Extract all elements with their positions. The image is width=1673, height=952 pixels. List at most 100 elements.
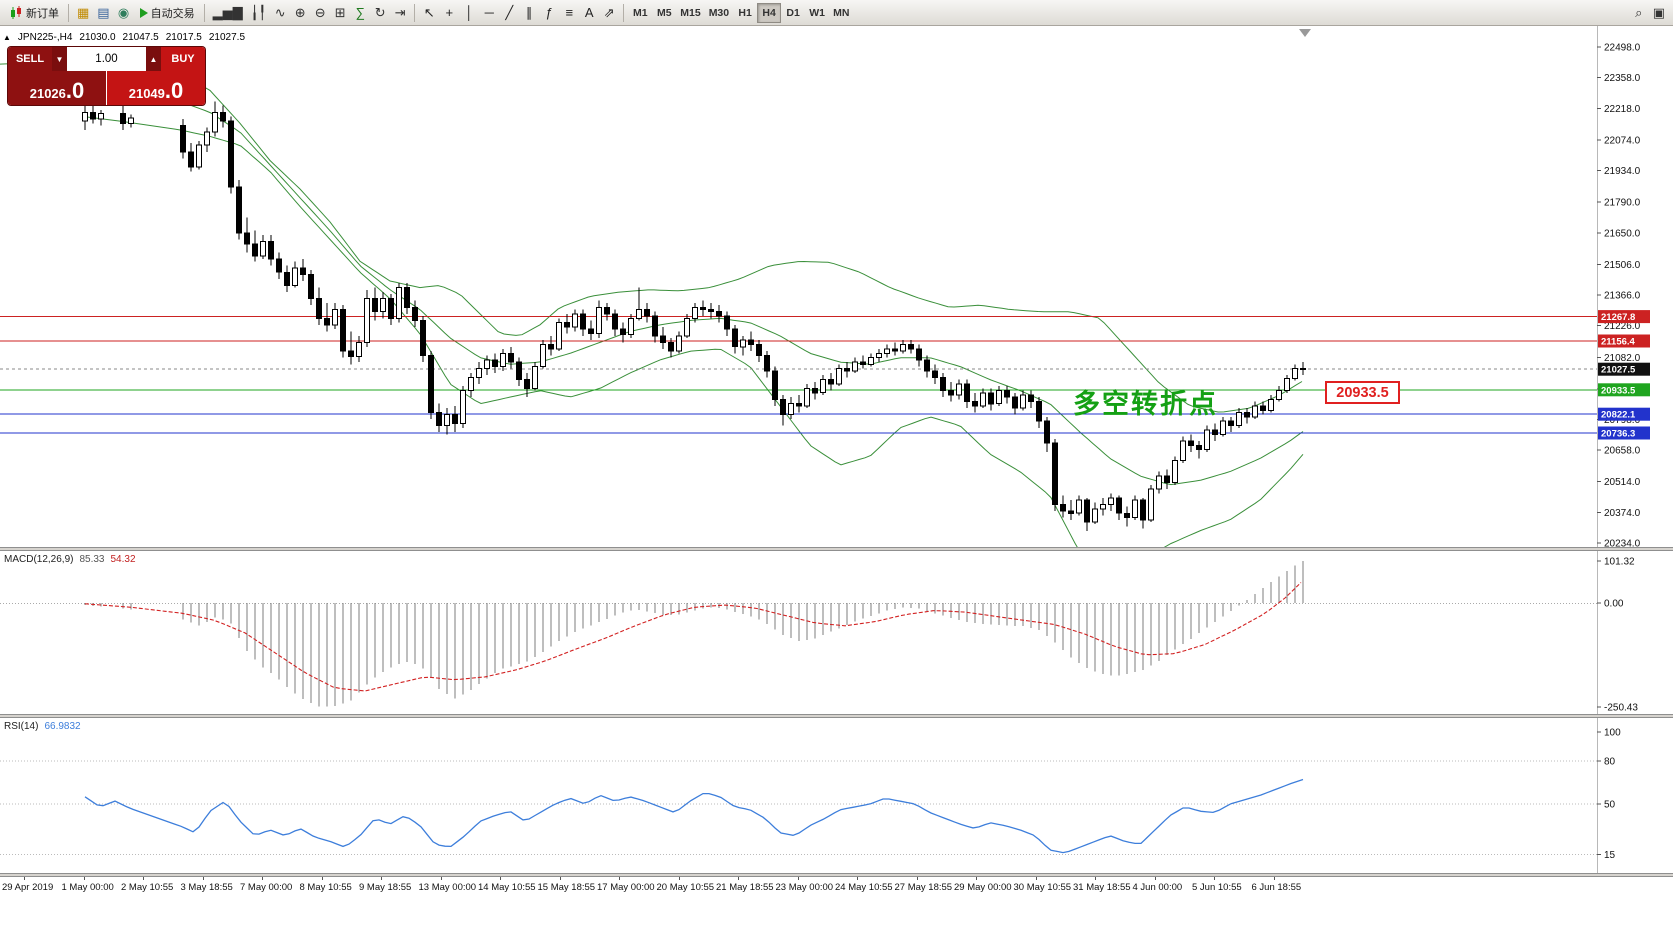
candle-bearish — [716, 311, 722, 317]
candle-bullish — [396, 287, 402, 319]
candle-bearish — [1164, 475, 1170, 484]
new-order-button[interactable]: 新订单 — [4, 2, 64, 24]
candle-bearish — [828, 379, 834, 385]
timeframe-mn[interactable]: MN — [829, 3, 853, 23]
bollinger-lower-line — [84, 116, 1304, 547]
price-level-badge-label: 20736.3 — [1601, 429, 1635, 440]
indicators-icon[interactable]: ∑ — [350, 2, 370, 24]
bar-chart-icon[interactable]: ▂▅▇ — [209, 2, 247, 24]
time-label: 4 Jun 00:00 — [1132, 882, 1183, 893]
zoom-in-icon[interactable]: ⊕ — [290, 2, 310, 24]
fibonacci-icon[interactable]: ƒ — [539, 2, 559, 24]
timeframe-h4[interactable]: H4 — [757, 2, 782, 23]
volume-input[interactable] — [67, 47, 146, 71]
macd-name: MACD(12,26,9) — [4, 554, 74, 565]
candle-bullish — [852, 361, 858, 372]
grid-icon[interactable]: ⊞ — [330, 2, 350, 24]
macd-chart[interactable]: 101.32 0.00 -250.43 — [0, 551, 1673, 714]
candle-bullish — [1100, 504, 1106, 510]
candle-bearish — [644, 309, 650, 317]
time-label: 29 Apr 2019 — [2, 882, 54, 893]
candle-bullish — [876, 352, 882, 359]
new-chart-icon[interactable]: ▦ — [73, 2, 93, 24]
chinese-annotation-label[interactable]: 多空转折点 — [1073, 389, 1218, 419]
candle-bullish — [128, 117, 134, 124]
horizontal-line-icon[interactable]: ─ — [479, 2, 499, 24]
shapes-icon[interactable]: ≡ — [559, 2, 579, 24]
cursor-icon[interactable]: ↖ — [419, 2, 439, 24]
time-axis-tick — [321, 877, 323, 880]
time-axis[interactable]: 29 Apr 2019 1 May 00:00 2 May 10:55 3 May 1… — [0, 877, 1673, 895]
play-icon — [139, 7, 148, 18]
time-axis-tick — [440, 877, 442, 880]
price-tick-label: 22074.0 — [1604, 135, 1641, 146]
candle-bearish — [564, 322, 570, 328]
volume-up-button[interactable]: ▲ — [146, 47, 161, 71]
candle-bullish — [1108, 497, 1114, 505]
ohlc-close: 21027.5 — [208, 32, 246, 43]
toolbar-chart-group: ▂▅▇ ╽╿ ∿ ⊕ ⊖ ⊞ ∑ ↻ ⇥ — [209, 2, 411, 24]
candle-bearish — [940, 376, 946, 391]
candle-bullish — [684, 317, 690, 337]
timeframe-m15[interactable]: M15 — [676, 3, 704, 23]
volume-down-button[interactable]: ▼ — [52, 47, 67, 71]
sell-button[interactable]: SELL — [8, 47, 52, 71]
timeframe-m5[interactable]: M5 — [652, 3, 676, 23]
timeframe-h1[interactable]: H1 — [733, 3, 757, 23]
buy-price-frac: .0 — [164, 78, 184, 104]
new-window-icon[interactable]: ▣ — [1649, 2, 1669, 24]
text-icon[interactable]: A — [579, 2, 599, 24]
candle-bearish — [732, 328, 738, 348]
macd-tick-label: 101.32 — [1604, 557, 1635, 568]
arrows-icon[interactable]: ⇗ — [599, 2, 619, 24]
candle-bullish — [572, 313, 578, 328]
rsi-chart[interactable]: 100 80 50 15 — [0, 718, 1673, 873]
chart-shift-icon[interactable]: ⇥ — [390, 2, 410, 24]
candle-bearish — [436, 412, 442, 427]
buy-button[interactable]: BUY — [161, 47, 205, 71]
candlestick-chart-icon[interactable]: ╽╿ — [247, 2, 271, 24]
price-axis[interactable]: 22498.0 22358.0 22218.0 22074.0 21934.0 21790… — [1597, 43, 1641, 548]
auto-scroll-icon[interactable]: ↻ — [370, 2, 390, 24]
toolbar-drawing-group: ↖ + │ ─ ╱ ∥ ƒ ≡ A ⇗ — [419, 2, 619, 24]
zoom-out-icon[interactable]: ⊖ — [310, 2, 330, 24]
one-click-toggle-icon[interactable]: ▲ — [3, 33, 11, 42]
crosshair-icon[interactable]: + — [439, 2, 459, 24]
macd-label-row: MACD(12,26,9) 85.33 54.32 — [4, 554, 136, 565]
search-icon[interactable]: ⌕ — [1629, 2, 1649, 24]
timeframe-m30[interactable]: M30 — [705, 3, 733, 23]
candle-bearish — [492, 359, 498, 367]
buy-price[interactable]: 21049.0 — [106, 71, 205, 105]
panel-splitter[interactable] — [0, 714, 1673, 718]
candle-bearish — [652, 315, 658, 337]
timeframe-m1[interactable]: M1 — [628, 3, 652, 23]
vertical-line-icon[interactable]: │ — [459, 2, 479, 24]
candle-bearish — [1260, 405, 1266, 411]
timeframe-d1[interactable]: D1 — [781, 3, 805, 23]
price-annotation-box[interactable]: 20933.5 — [1325, 381, 1400, 404]
price-chart[interactable]: 22498.0 22358.0 22218.0 22074.0 21934.0 21790… — [0, 26, 1673, 547]
candle-bearish — [220, 111, 226, 122]
data-window-icon[interactable]: ◉ — [114, 2, 134, 24]
autotrading-button[interactable]: 自动交易 — [135, 2, 200, 24]
time-axis-tick — [916, 877, 918, 880]
panel-splitter[interactable] — [0, 873, 1673, 877]
rsi-value: 66.9832 — [44, 721, 81, 732]
price-tick-label: 22358.0 — [1604, 73, 1641, 84]
chart-shift-marker[interactable] — [1299, 29, 1311, 37]
candle-bearish — [1060, 504, 1066, 512]
panel-splitter[interactable] — [0, 547, 1673, 551]
candle-bullish — [204, 131, 210, 146]
one-click-trading-panel: SELL ▼ ▲ BUY 21026.0 21049.0 — [8, 47, 205, 105]
candle-bullish — [444, 414, 450, 427]
candle-bearish — [764, 355, 770, 372]
trendline-icon[interactable]: ╱ — [499, 2, 519, 24]
sell-price[interactable]: 21026.0 — [8, 71, 106, 105]
candle-bearish — [404, 287, 410, 308]
profiles-icon[interactable]: ▤ — [93, 2, 113, 24]
candle-bullish — [1220, 420, 1226, 435]
candle-bearish — [1012, 396, 1018, 409]
timeframe-w1[interactable]: W1 — [805, 3, 829, 23]
channel-icon[interactable]: ∥ — [519, 2, 539, 24]
line-chart-icon[interactable]: ∿ — [270, 2, 290, 24]
